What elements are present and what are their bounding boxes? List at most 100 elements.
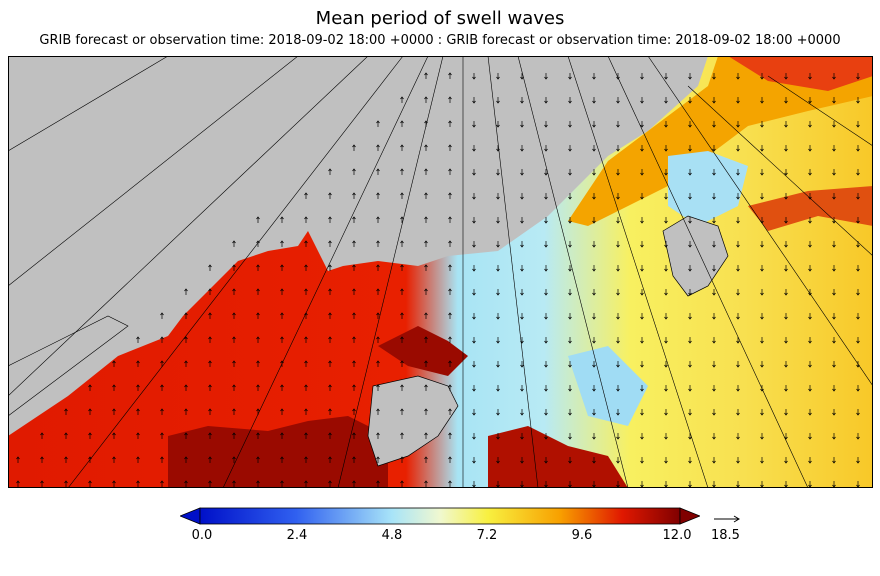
- swell-period-map: [8, 56, 873, 488]
- direction-arrowhead: [808, 364, 812, 368]
- direction-arrowhead: [832, 172, 836, 176]
- direction-arrowhead: [160, 456, 164, 460]
- direction-arrowhead: [232, 480, 236, 484]
- direction-arrowhead: [448, 264, 452, 268]
- direction-arrowhead: [736, 76, 740, 80]
- direction-arrowhead: [760, 172, 764, 176]
- direction-arrowhead: [136, 456, 140, 460]
- direction-arrowhead: [712, 316, 716, 320]
- direction-arrowhead: [712, 244, 716, 248]
- direction-arrowhead: [208, 360, 212, 364]
- direction-arrowhead: [640, 220, 644, 224]
- direction-arrowhead: [400, 360, 404, 364]
- direction-arrowhead: [400, 216, 404, 220]
- direction-arrowhead: [856, 412, 860, 416]
- direction-arrowhead: [544, 460, 548, 464]
- direction-arrowhead: [376, 408, 380, 412]
- direction-arrowhead: [448, 168, 452, 172]
- direction-arrowhead: [376, 288, 380, 292]
- direction-arrowhead: [304, 336, 308, 340]
- direction-arrowhead: [472, 76, 476, 80]
- direction-arrowhead: [184, 312, 188, 316]
- direction-arrowhead: [736, 316, 740, 320]
- direction-arrowhead: [184, 432, 188, 436]
- direction-arrowhead: [472, 316, 476, 320]
- direction-arrowhead: [328, 264, 332, 268]
- direction-arrowhead: [664, 76, 668, 80]
- direction-arrowhead: [208, 480, 212, 484]
- direction-arrowhead: [376, 480, 380, 484]
- direction-arrowhead: [448, 384, 452, 388]
- direction-arrowhead: [712, 76, 716, 80]
- direction-arrowhead: [760, 316, 764, 320]
- direction-arrowhead: [592, 172, 596, 176]
- direction-arrowhead: [784, 244, 788, 248]
- direction-arrowhead: [544, 100, 548, 104]
- direction-arrowhead: [856, 220, 860, 224]
- direction-arrowhead: [568, 100, 572, 104]
- direction-arrowhead: [856, 196, 860, 200]
- direction-arrowhead: [184, 408, 188, 412]
- direction-arrowhead: [640, 316, 644, 320]
- direction-arrowhead: [784, 196, 788, 200]
- direction-arrowhead: [784, 460, 788, 464]
- direction-arrowhead: [64, 480, 68, 484]
- direction-arrowhead: [568, 292, 572, 296]
- direction-arrowhead: [664, 196, 668, 200]
- direction-arrowhead: [784, 412, 788, 416]
- direction-arrowhead: [448, 192, 452, 196]
- direction-arrowhead: [736, 292, 740, 296]
- direction-arrowhead: [568, 364, 572, 368]
- direction-arrowhead: [664, 340, 668, 344]
- direction-arrowhead: [712, 436, 716, 440]
- direction-arrowhead: [760, 100, 764, 104]
- direction-arrowhead: [136, 480, 140, 484]
- direction-arrowhead: [184, 456, 188, 460]
- direction-arrowhead: [304, 456, 308, 460]
- direction-arrowhead: [40, 456, 44, 460]
- direction-arrowhead: [688, 388, 692, 392]
- direction-arrowhead: [544, 436, 548, 440]
- direction-arrowhead: [160, 360, 164, 364]
- direction-arrowhead: [448, 120, 452, 124]
- direction-arrowhead: [448, 312, 452, 316]
- direction-arrowhead: [544, 412, 548, 416]
- direction-arrowhead: [400, 408, 404, 412]
- direction-arrowhead: [448, 432, 452, 436]
- direction-arrowhead: [376, 432, 380, 436]
- direction-arrowhead: [472, 340, 476, 344]
- direction-arrowhead: [784, 220, 788, 224]
- direction-arrowhead: [304, 192, 308, 196]
- direction-arrowhead: [472, 220, 476, 224]
- direction-arrowhead: [352, 288, 356, 292]
- map-frame: [8, 56, 873, 488]
- direction-arrowhead: [520, 220, 524, 224]
- direction-arrowhead: [160, 480, 164, 484]
- direction-arrowhead: [616, 268, 620, 272]
- direction-arrowhead: [232, 336, 236, 340]
- direction-arrowhead: [256, 480, 260, 484]
- direction-arrowhead: [256, 456, 260, 460]
- direction-arrowhead: [616, 460, 620, 464]
- colorbar-tick-3: 7.2: [476, 528, 498, 543]
- direction-arrowhead: [640, 196, 644, 200]
- direction-arrowhead: [496, 364, 500, 368]
- direction-arrowhead: [328, 240, 332, 244]
- direction-arrowhead: [112, 456, 116, 460]
- direction-arrowhead: [568, 148, 572, 152]
- direction-arrowhead: [400, 288, 404, 292]
- direction-arrowhead: [520, 76, 524, 80]
- direction-arrowhead: [160, 336, 164, 340]
- direction-arrowhead: [352, 144, 356, 148]
- direction-arrowhead: [592, 340, 596, 344]
- direction-arrowhead: [760, 412, 764, 416]
- direction-arrowhead: [424, 192, 428, 196]
- direction-arrowhead: [760, 244, 764, 248]
- direction-arrowhead: [496, 316, 500, 320]
- direction-arrowhead: [616, 316, 620, 320]
- direction-arrowhead: [520, 196, 524, 200]
- direction-arrowhead: [784, 76, 788, 80]
- direction-arrowhead: [688, 124, 692, 128]
- direction-arrowhead: [592, 196, 596, 200]
- direction-arrowhead: [568, 340, 572, 344]
